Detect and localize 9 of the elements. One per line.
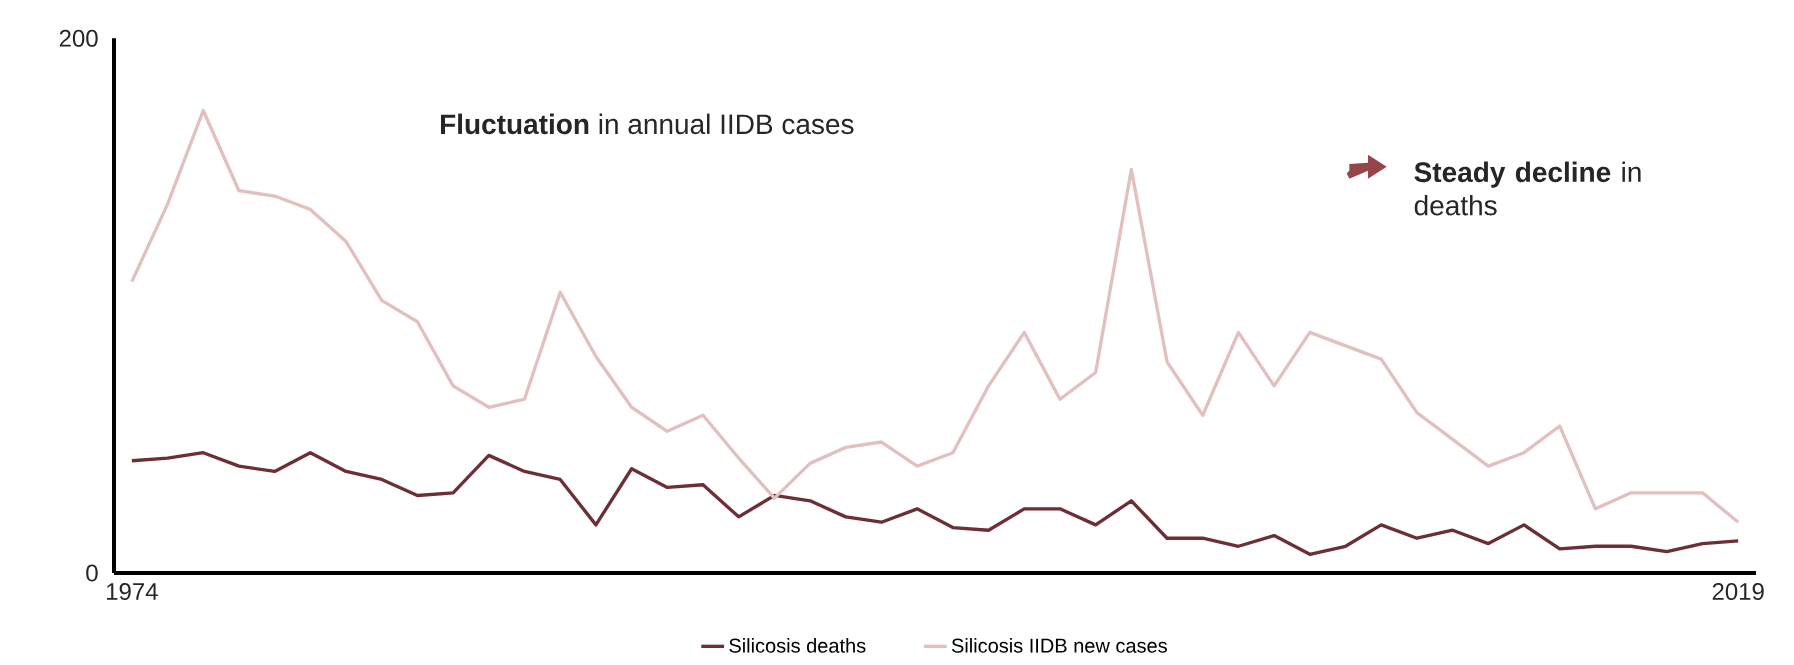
- x-tick-label: 2019: [1712, 583, 1764, 601]
- legend-label: Silicosis deaths: [729, 638, 866, 653]
- legend-label: Silicosis IIDB new cases: [951, 638, 1167, 653]
- y-tick-label: 200: [59, 29, 98, 47]
- line-series: [130, 451, 1740, 556]
- y-tick-label: 0: [86, 564, 98, 582]
- x-tick-label: 1974: [106, 583, 158, 601]
- text: Steady decline in deaths: [1414, 161, 1641, 216]
- annotation: Fluctuation in annual IIDB cases: [440, 113, 854, 135]
